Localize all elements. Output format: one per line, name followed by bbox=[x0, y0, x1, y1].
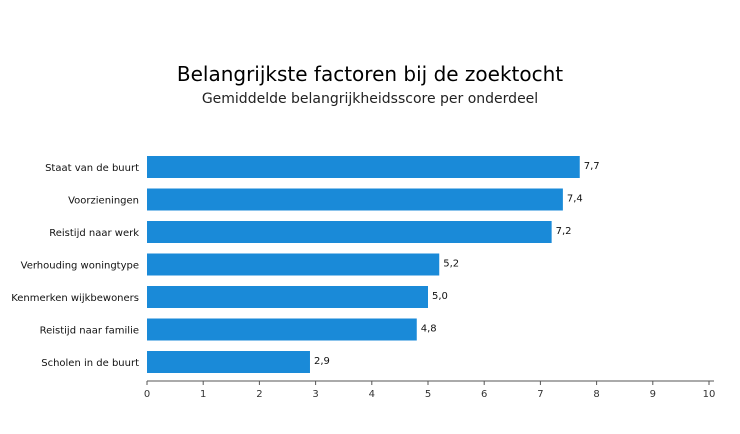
x-tick-label: 9 bbox=[650, 389, 656, 400]
bar bbox=[147, 318, 417, 341]
value-label: 5,0 bbox=[432, 291, 448, 302]
value-label: 5,2 bbox=[443, 259, 459, 270]
value-label: 2,9 bbox=[314, 356, 330, 367]
bar bbox=[147, 351, 310, 373]
category-label: Kenmerken wijkbewoners bbox=[11, 293, 139, 304]
x-tick-label: 2 bbox=[256, 389, 262, 400]
chart-title: Belangrijkste factoren bij de zoektocht bbox=[176, 62, 564, 86]
value-label: 7,2 bbox=[556, 226, 572, 237]
bar bbox=[147, 253, 440, 276]
bar bbox=[147, 286, 428, 308]
x-tick-label: 8 bbox=[593, 389, 599, 400]
category-label: Reistijd naar werk bbox=[49, 228, 139, 239]
category-label: Reistijd naar familie bbox=[40, 326, 139, 337]
x-tick-label: 5 bbox=[425, 389, 431, 400]
value-label: 7,4 bbox=[567, 194, 583, 205]
x-tick-label: 1 bbox=[200, 389, 206, 400]
bar bbox=[147, 156, 580, 178]
x-tick-label: 7 bbox=[537, 389, 543, 400]
x-tick-label: 6 bbox=[481, 389, 487, 400]
category-label: Voorzieningen bbox=[68, 196, 139, 207]
x-tick-label: 10 bbox=[703, 389, 716, 400]
x-tick-label: 3 bbox=[312, 389, 318, 400]
bar bbox=[147, 188, 563, 211]
category-label: Scholen in de buurt bbox=[41, 358, 139, 369]
category-label: Verhouding woningtype bbox=[21, 261, 139, 272]
x-tick-label: 4 bbox=[369, 389, 375, 400]
category-label: Staat van de buurt bbox=[45, 163, 139, 174]
chart-subtitle: Gemiddelde belangrijkheidsscore per onde… bbox=[201, 91, 539, 107]
bar bbox=[147, 221, 552, 243]
value-label: 7,7 bbox=[584, 161, 600, 172]
x-tick-label: 0 bbox=[144, 389, 150, 400]
value-label: 4,8 bbox=[421, 324, 437, 335]
